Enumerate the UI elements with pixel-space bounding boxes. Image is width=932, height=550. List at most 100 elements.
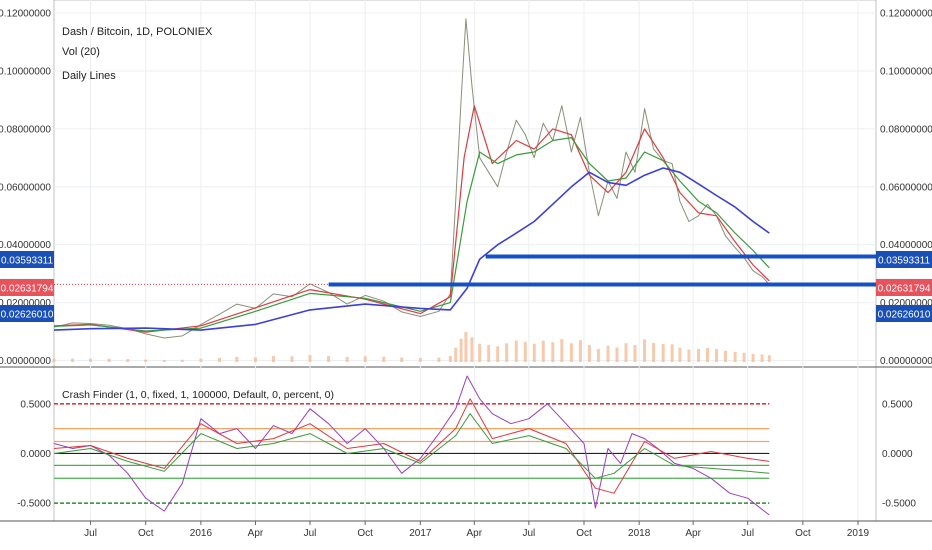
oscillator-panel <box>53 375 770 516</box>
y-tick-label-left: 0.10000000 <box>0 66 51 77</box>
y-tick-label-left: 0.00000000 <box>0 356 51 367</box>
volume-bar <box>733 351 737 362</box>
x-tick-label: Oct <box>576 528 592 539</box>
volume-bar <box>514 340 518 362</box>
price-badge <box>0 251 54 268</box>
volume-bar <box>363 356 367 362</box>
volume-bars <box>52 332 771 362</box>
volume-bar <box>271 356 275 362</box>
volume-bar <box>560 339 564 362</box>
volume-bar <box>470 337 474 362</box>
volume-bar <box>290 356 294 362</box>
support-levels <box>54 254 876 287</box>
volume-bar <box>52 359 56 362</box>
volume-bar <box>199 358 203 362</box>
volume-bar <box>464 332 468 362</box>
volume-bar <box>670 344 674 362</box>
volume-bar <box>345 356 349 362</box>
series-line-ma-mid <box>53 137 770 332</box>
price-badge <box>876 305 932 322</box>
grid-lines <box>0 0 932 522</box>
volume-bar <box>715 349 719 362</box>
x-tick-label: Apr <box>467 528 483 539</box>
axes: Jul Oct 2016 Apr Jul Oct 2017 Apr Jul Oct 2018 Apr J… <box>0 9 932 539</box>
volume-bar <box>760 354 764 362</box>
series-line-price <box>53 18 770 339</box>
price-badge-label: 0.02626010 <box>878 310 931 321</box>
y-tick-label-left: 0.06000000 <box>0 182 51 193</box>
osc-y-tick-left: 0.0000 <box>20 449 51 460</box>
volume-bar <box>448 356 452 362</box>
volume-bar <box>308 355 312 362</box>
x-tick-label: Jul <box>304 528 317 539</box>
y-tick-label-right: 0.06000000 <box>880 182 932 193</box>
volume-bar <box>633 345 637 362</box>
osc-y-tick-left: -0.5000 <box>17 499 51 510</box>
volume-bar <box>400 357 404 362</box>
volume-bar <box>505 343 509 362</box>
osc-y-tick-right: 0.0000 <box>882 449 913 460</box>
series-line-ma-slow <box>53 167 770 331</box>
osc-y-tick-right: -0.5000 <box>882 499 916 510</box>
y-tick-label-right: 0.08000000 <box>880 124 932 135</box>
volume-bar <box>382 356 386 362</box>
volume-bar <box>478 343 482 362</box>
indicator-label: Crash Finder (1, 0, fixed, 1, 100000, De… <box>62 389 334 401</box>
volume-bar <box>615 347 619 362</box>
osc-series-osc-green <box>53 413 770 479</box>
price-badge-label: 0.03593311 <box>1 256 54 267</box>
x-tick-label: Oct <box>795 528 811 539</box>
volume-bar <box>532 343 536 362</box>
volume-bar <box>217 357 221 362</box>
x-tick-label: 2018 <box>628 528 651 539</box>
x-tick-label: Jul <box>522 528 535 539</box>
series-line-ma-fast <box>53 105 770 333</box>
volume-bar <box>487 345 491 362</box>
volume-bar <box>144 359 148 362</box>
volume-bar <box>126 359 130 362</box>
volume-bar <box>706 347 710 362</box>
x-tick-label: Jul <box>741 528 754 539</box>
x-tick-label: Oct <box>138 528 154 539</box>
volume-bar <box>454 347 458 362</box>
price-badge <box>0 305 54 322</box>
y-tick-label-left: 0.02000000 <box>0 298 51 309</box>
volume-bar <box>437 357 441 362</box>
y-tick-label-right: 0.10000000 <box>880 66 932 77</box>
volume-bar <box>661 344 665 362</box>
volume-bar <box>587 345 591 362</box>
volume-bar <box>107 358 111 362</box>
volume-label: Vol (20) <box>62 46 100 58</box>
x-tick-label: 2016 <box>190 528 213 539</box>
volume-bar <box>578 340 582 362</box>
price-badge-label: 0.02626010 <box>1 310 54 321</box>
osc-y-tick-left: 0.5000 <box>20 399 51 410</box>
price-badge <box>876 279 932 296</box>
volume-bar <box>162 359 166 362</box>
x-tick-label: Oct <box>357 528 373 539</box>
y-tick-label-left: 0.04000000 <box>0 240 51 251</box>
volume-bar <box>496 346 500 362</box>
volume-bar <box>687 349 691 362</box>
x-tick-label: Apr <box>685 528 701 539</box>
volume-bar <box>606 345 610 362</box>
x-tick-label: Apr <box>248 528 264 539</box>
price-badge-label: 0.03593311 <box>878 256 931 267</box>
volume-bar <box>643 339 647 362</box>
y-tick-label-right: 0.12000000 <box>880 9 932 20</box>
volume-bar <box>596 349 600 362</box>
y-tick-label-left: 0.08000000 <box>0 124 51 135</box>
volume-bar <box>678 347 682 362</box>
volume-bar <box>180 359 184 362</box>
x-tick-label: 2017 <box>409 528 432 539</box>
y-tick-label-left: 0.12000000 <box>0 9 51 20</box>
volume-bar <box>767 355 771 362</box>
volume-bar <box>459 338 463 362</box>
volume-bar <box>71 358 75 362</box>
plot-frame <box>53 0 877 522</box>
y-tick-label-right: 0.02000000 <box>880 298 932 309</box>
volume-bar <box>697 349 701 362</box>
volume-bar <box>551 342 555 362</box>
price-badge-label: 0.02631794 <box>1 284 54 295</box>
